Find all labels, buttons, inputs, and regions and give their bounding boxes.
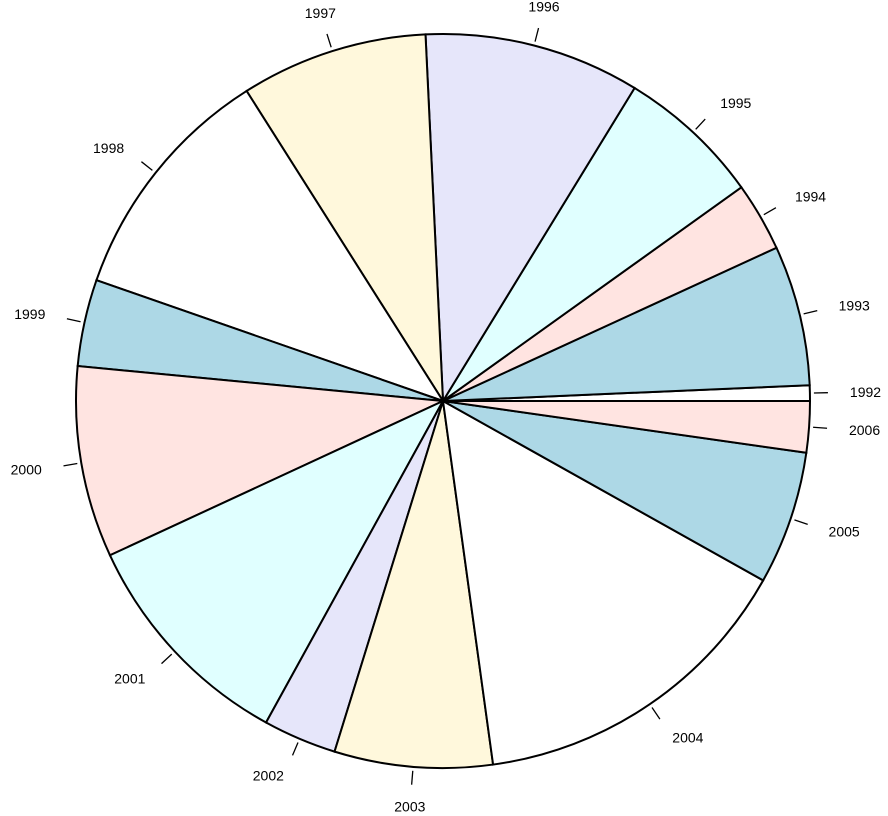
slice-label-1998: 1998 [93, 140, 124, 156]
label-tick-1999 [66, 318, 81, 323]
slice-label-1994: 1994 [795, 189, 826, 205]
label-tick-2004 [651, 707, 661, 720]
pie-slice-2006 [442, 400, 812, 454]
slice-label-2004: 2004 [672, 729, 703, 745]
label-tick-1997 [326, 33, 332, 48]
slice-label-1992: 1992 [850, 384, 881, 400]
pie-slices [75, 33, 812, 769]
label-tick-2000 [63, 462, 78, 467]
pie-slice-1996 [424, 33, 636, 405]
pie-slice-2001 [108, 398, 446, 724]
pie-slice-1995 [442, 86, 743, 402]
slice-label-2006: 2006 [849, 422, 880, 438]
label-tick-2001 [161, 653, 173, 665]
label-tick-1994 [763, 207, 777, 216]
label-tick-1996 [534, 27, 540, 42]
slice-labels: 1992 1993 1994 1995 1996 1997 1998 1999 2000 2001… [11, 0, 882, 815]
pie-slice-1997 [245, 33, 445, 405]
label-tick-1993 [803, 309, 818, 315]
slice-label-2003: 2003 [394, 799, 425, 815]
slice-label-2001: 2001 [114, 671, 145, 687]
label-tick-1995 [695, 118, 706, 130]
pie-slice-2000 [75, 364, 447, 557]
slice-label-1993: 1993 [839, 297, 870, 313]
slice-label-1996: 1996 [528, 0, 559, 15]
label-tick-2006 [813, 426, 828, 429]
slice-label-2002: 2002 [253, 768, 284, 784]
label-tick-2003 [410, 770, 414, 785]
slice-label-1999: 1999 [14, 306, 45, 322]
pie-slice-2004 [441, 399, 765, 766]
label-tick-1998 [141, 161, 153, 171]
slice-label-1997: 1997 [305, 5, 336, 21]
label-tick-2005 [794, 519, 808, 525]
pie-slice-1998 [95, 89, 446, 403]
pie-slice-1993 [442, 246, 811, 402]
slice-label-1995: 1995 [720, 95, 751, 111]
pie-slice-2003 [333, 400, 495, 769]
slice-label-2000: 2000 [11, 462, 42, 478]
pie-slice-2005 [442, 400, 808, 582]
label-ticks [63, 27, 828, 785]
label-tick-2002 [291, 742, 299, 756]
slice-label-2005: 2005 [829, 523, 860, 539]
